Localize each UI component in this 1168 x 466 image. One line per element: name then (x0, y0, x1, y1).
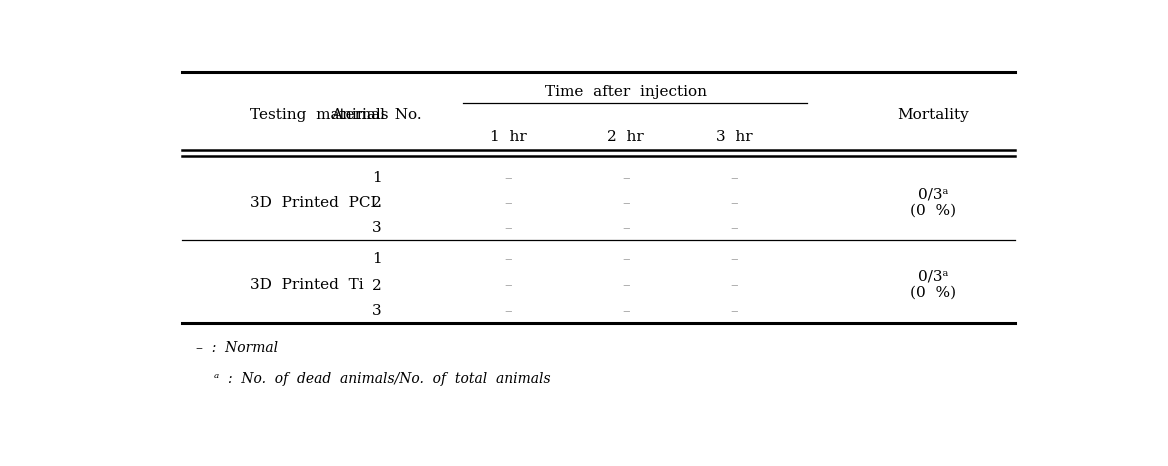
Text: –: – (621, 221, 630, 235)
Text: –: – (730, 196, 738, 210)
Text: 1  hr: 1 hr (489, 130, 527, 144)
Text: 2: 2 (371, 196, 382, 210)
Text: 0/3ᵃ
(0  %): 0/3ᵃ (0 %) (911, 188, 957, 218)
Text: 3  hr: 3 hr (716, 130, 752, 144)
Text: Testing  materials: Testing materials (250, 108, 389, 122)
Text: –: – (621, 252, 630, 266)
Text: –: – (730, 252, 738, 266)
Text: 3D  Printed  Ti: 3D Printed Ti (250, 278, 363, 292)
Text: –: – (505, 196, 512, 210)
Text: 2: 2 (371, 279, 382, 293)
Text: –: – (730, 304, 738, 318)
Text: –: – (621, 196, 630, 210)
Text: 3D  Printed  PCL: 3D Printed PCL (250, 196, 381, 210)
Text: Time  after  injection: Time after injection (544, 85, 707, 99)
Text: –: – (730, 279, 738, 293)
Text: Mortality: Mortality (898, 108, 969, 122)
Text: Animal  No.: Animal No. (332, 108, 422, 122)
Text: 1: 1 (371, 252, 382, 266)
Text: 1: 1 (371, 171, 382, 185)
Text: –: – (621, 171, 630, 185)
Text: –: – (505, 221, 512, 235)
Text: –: – (505, 279, 512, 293)
Text: –: – (621, 304, 630, 318)
Text: –: – (730, 221, 738, 235)
Text: ᵃ  :  No.  of  dead  animals/No.  of  total  animals: ᵃ : No. of dead animals/No. of total ani… (214, 372, 550, 386)
Text: –: – (621, 279, 630, 293)
Text: –: – (730, 171, 738, 185)
Text: –: – (505, 252, 512, 266)
Text: 2  hr: 2 hr (607, 130, 644, 144)
Text: 3: 3 (373, 221, 382, 235)
Text: 0/3ᵃ
(0  %): 0/3ᵃ (0 %) (911, 270, 957, 300)
Text: –  :  Normal: – : Normal (196, 342, 278, 356)
Text: –: – (505, 304, 512, 318)
Text: –: – (505, 171, 512, 185)
Text: 3: 3 (373, 304, 382, 318)
